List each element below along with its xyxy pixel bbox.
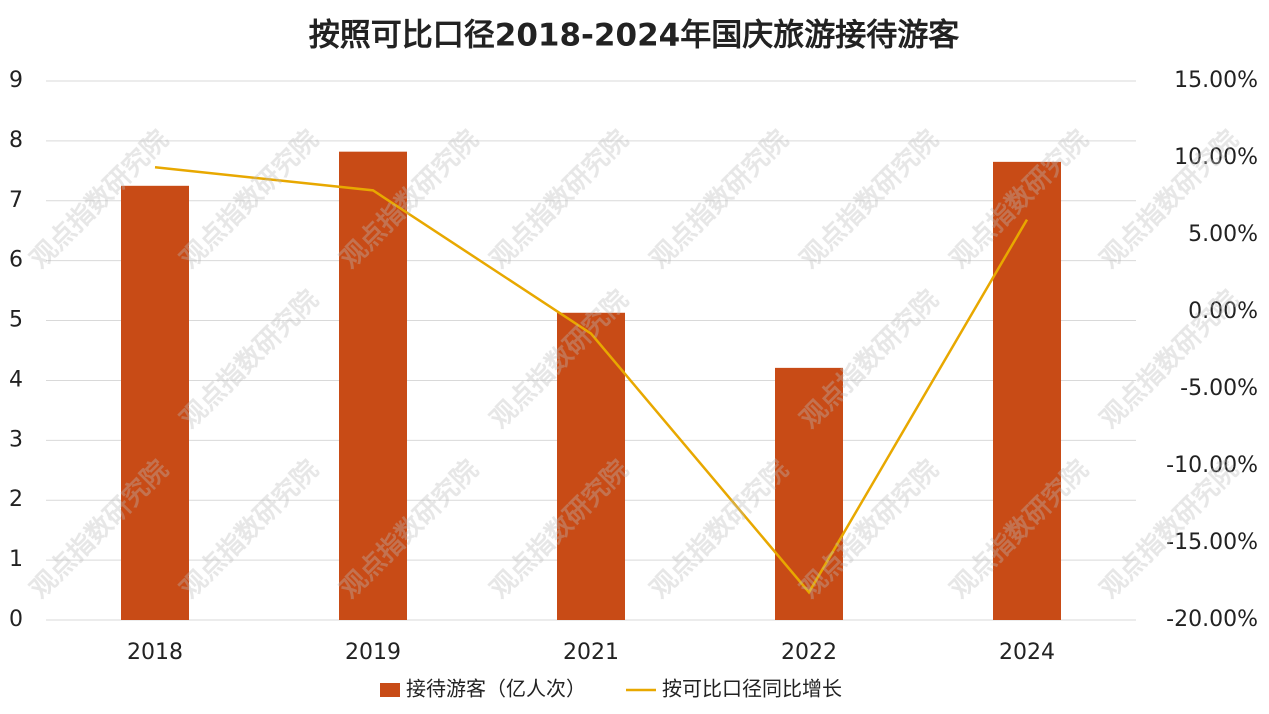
y-tick-label: 9 — [9, 68, 23, 93]
watermarks: 观点指数研究院 观点指数研究院 观点指数研究院 观点指数研究院 观点指数研究院 观点指数研… — [24, 124, 1245, 605]
y2-tick-label: -20.00% — [1166, 607, 1258, 632]
watermark: 观点指数研究院 — [174, 284, 325, 435]
y-tick-label: 0 — [9, 607, 23, 632]
x-tick-label: 2021 — [563, 640, 619, 665]
legend-swatch — [380, 683, 400, 697]
y-tick-label: 1 — [9, 547, 23, 572]
bar — [993, 161, 1061, 620]
bar — [557, 312, 625, 620]
watermark: 观点指数研究院 — [644, 124, 795, 275]
y2-tick-label: 5.00% — [1188, 222, 1258, 247]
watermark: 观点指数研究院 — [174, 454, 325, 605]
y2-tick-label: 15.00% — [1174, 68, 1258, 93]
y2-tick-label: -15.00% — [1166, 530, 1258, 555]
chart-title: 按照可比口径2018-2024年国庆旅游接待游客 — [309, 18, 959, 54]
watermark: 观点指数研究院 — [794, 284, 945, 435]
legend-label: 接待游客（亿人次） — [406, 677, 586, 701]
watermark: 观点指数研究院 — [1094, 124, 1245, 275]
watermark: 观点指数研究院 — [644, 454, 795, 605]
x-tick-label: 2018 — [127, 640, 183, 665]
y-tick-label: 6 — [9, 248, 23, 273]
bar — [339, 151, 407, 620]
y2-tick-label: -10.00% — [1166, 453, 1258, 478]
y-tick-label: 3 — [9, 427, 23, 452]
y-tick-label: 8 — [9, 128, 23, 153]
x-tick-label: 2022 — [781, 640, 837, 665]
y-tick-label: 7 — [9, 188, 23, 213]
y2-tick-label: -5.00% — [1180, 376, 1258, 401]
x-tick-label: 2019 — [345, 640, 401, 665]
legend-label: 按可比口径同比增长 — [662, 677, 842, 701]
y-tick-label: 5 — [9, 308, 23, 333]
line — [154, 165, 1029, 595]
y-tick-label: 2 — [9, 487, 23, 512]
y2-tick-label: 0.00% — [1188, 299, 1258, 324]
watermark: 观点指数研究院 — [794, 124, 945, 275]
watermark: 观点指数研究院 — [484, 124, 635, 275]
watermark: 观点指数研究院 — [1094, 284, 1245, 435]
y2-tick-label: 10.00% — [1174, 145, 1258, 170]
watermark: 观点指数研究院 — [174, 124, 325, 275]
x-tick-label: 2024 — [999, 640, 1055, 665]
y-tick-label: 4 — [9, 367, 23, 392]
bar — [775, 367, 843, 620]
bar — [121, 185, 189, 621]
